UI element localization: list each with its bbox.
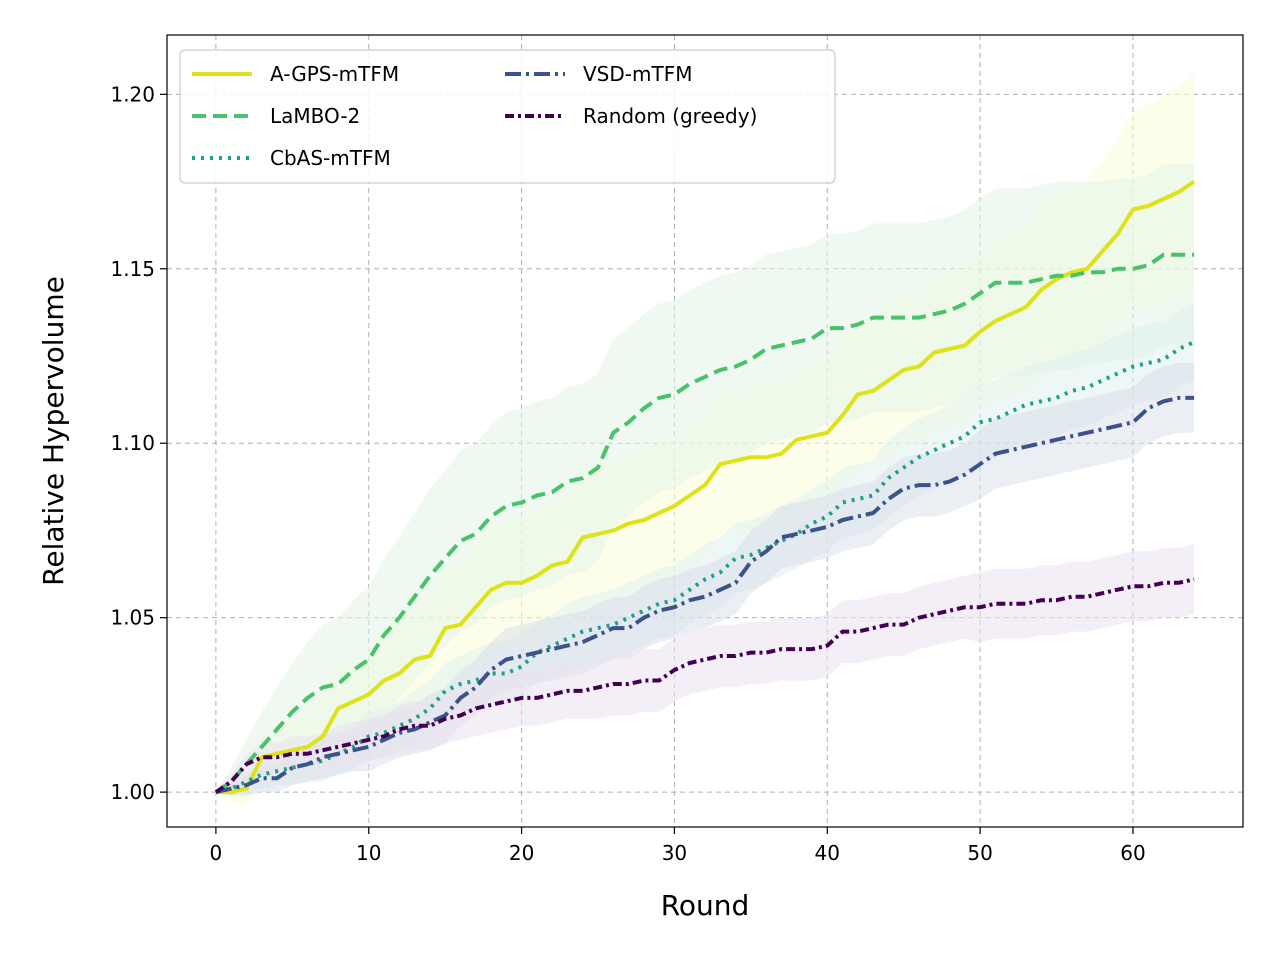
- x-tick-label: 10: [356, 841, 381, 865]
- x-tick-label: 30: [662, 841, 687, 865]
- series-line: [215, 340, 1195, 795]
- series-line: [215, 395, 1195, 795]
- confidence-band: [215, 164, 1195, 796]
- legend-label: VSD-mTFM: [583, 62, 692, 86]
- x-axis-label: Round: [661, 889, 750, 922]
- series-line: [214, 252, 1195, 794]
- legend-label: LaMBO-2: [270, 104, 360, 128]
- x-tick-label: 20: [509, 841, 534, 865]
- legend: A-GPS-mTFM LaMBO-2 CbAS-mTFM VSD-mTFM Random…: [179, 49, 836, 184]
- y-tick-label: 1.10: [110, 431, 155, 455]
- plot-frame: [166, 34, 1244, 828]
- series-line: [214, 577, 1195, 794]
- series-line: [215, 179, 1196, 795]
- x-tick-label: 40: [815, 841, 840, 865]
- y-tick-label: 1.05: [110, 606, 155, 630]
- confidence-band: [215, 544, 1195, 793]
- x-tick-label: 50: [967, 841, 992, 865]
- y-tick-label: 1.20: [110, 82, 155, 106]
- y-tick-label: 1.15: [110, 257, 155, 281]
- series-lines: [214, 179, 1196, 795]
- axis-ticks: 0 10 20 30 40 50 60 1.00 1.05 1.10 1.15 1.20: [110, 82, 1145, 865]
- y-tick-label: 1.00: [110, 780, 155, 804]
- y-axis-label: Relative Hypervolume: [37, 276, 70, 586]
- x-tick-label: 0: [210, 841, 223, 865]
- x-tick-label: 60: [1120, 841, 1145, 865]
- legend-label: A-GPS-mTFM: [270, 62, 399, 86]
- legend-label: Random (greedy): [583, 104, 757, 128]
- legend-label: CbAS-mTFM: [270, 146, 391, 170]
